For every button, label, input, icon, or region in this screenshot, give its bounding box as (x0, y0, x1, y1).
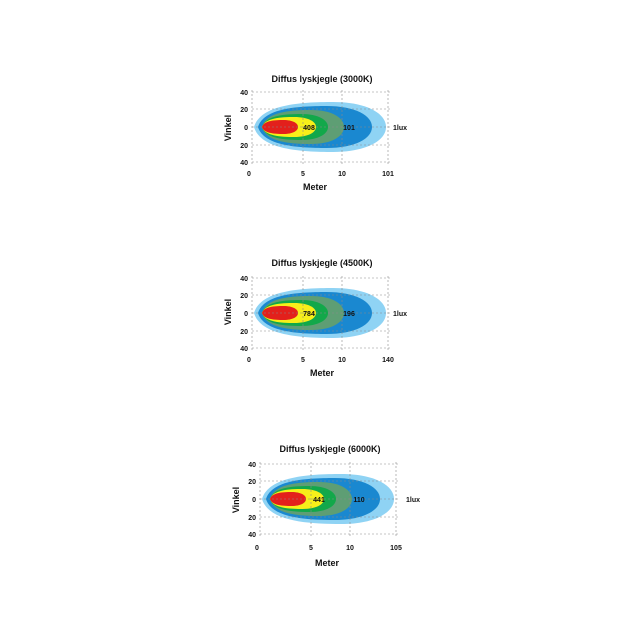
x-axis-label: Meter (315, 558, 340, 568)
x-tick-label: 0 (255, 545, 259, 552)
y-tick-label: 20 (240, 107, 248, 114)
x-tick-label: 5 (301, 171, 305, 178)
x-tick-label: 0 (247, 171, 251, 178)
chart-grid (259, 462, 398, 538)
x-tick-label: 140 (382, 357, 394, 364)
isolux-label-mid: 101 (343, 125, 355, 132)
y-tick-label: 20 (248, 479, 256, 486)
y-ticks: 40 20 0 20 40 (240, 90, 248, 167)
y-tick-label: 0 (244, 311, 248, 318)
x-tick-label: 0 (247, 357, 251, 364)
chart-grid (251, 90, 390, 166)
y-tick-label: 40 (240, 276, 248, 283)
y-ticks: 40 20 0 20 40 (248, 462, 256, 539)
isolux-label-inner: 784 (303, 311, 315, 318)
x-tick-label: 5 (309, 545, 313, 552)
y-tick-label: 20 (240, 293, 248, 300)
chart-grid (251, 276, 390, 352)
isolux-label-mid: 196 (343, 311, 355, 318)
isolux-label-outer: 1lux (406, 497, 420, 504)
chart-svg: Diffus lyskjegle (4500K) 40 20 0 20 40 0… (223, 258, 407, 378)
y-axis-label: Vinkel (223, 299, 233, 325)
x-ticks: 0 5 10 105 (255, 545, 402, 552)
beam-chart-3000k: Diffus lyskjegle (3000K) 40 20 0 20 40 0… (222, 68, 422, 203)
x-axis-label: Meter (303, 182, 328, 192)
y-tick-label: 0 (252, 497, 256, 504)
x-tick-label: 10 (338, 171, 346, 178)
x-tick-label: 10 (338, 357, 346, 364)
isolux-label-mid: 110 (353, 497, 364, 504)
chart-svg: Diffus lyskjegle (3000K) 40 20 0 20 40 0… (223, 74, 407, 192)
x-tick-label: 105 (390, 545, 402, 552)
isolux-label-inner: 441 (313, 497, 325, 504)
x-tick-label: 5 (301, 357, 305, 364)
isolux-label-outer: 1lux (393, 311, 407, 318)
y-tick-label: 40 (248, 462, 256, 469)
chart-title: Diffus lyskjegle (4500K) (271, 258, 372, 268)
x-ticks: 0 5 10 140 (247, 357, 394, 364)
y-axis-label: Vinkel (231, 487, 241, 513)
isolux-label-inner: 408 (303, 125, 315, 132)
isolux-label-outer: 1lux (393, 125, 407, 132)
chart-title: Diffus lyskjegle (3000K) (271, 74, 372, 84)
x-tick-label: 101 (382, 171, 394, 178)
y-tick-label: 40 (240, 346, 248, 353)
y-tick-label: 40 (240, 160, 248, 167)
x-axis-label: Meter (310, 368, 335, 378)
beam-shapes (254, 102, 386, 152)
y-tick-label: 20 (248, 515, 256, 522)
y-tick-label: 40 (248, 532, 256, 539)
y-tick-label: 20 (240, 143, 248, 150)
y-ticks: 40 20 0 20 40 (240, 276, 248, 353)
beam-chart-6000k: Diffus lyskjegle (6000K) 40 20 0 20 40 0… (230, 440, 430, 575)
chart-svg: Diffus lyskjegle (6000K) 40 20 0 20 40 0… (231, 444, 420, 568)
y-tick-label: 0 (244, 125, 248, 132)
x-ticks: 0 5 10 101 (247, 171, 394, 178)
y-tick-label: 40 (240, 90, 248, 97)
beam-chart-4500k: Diffus lyskjegle (4500K) 40 20 0 20 40 0… (222, 254, 422, 389)
y-tick-label: 20 (240, 329, 248, 336)
chart-title: Diffus lyskjegle (6000K) (279, 444, 380, 454)
y-axis-label: Vinkel (223, 115, 233, 141)
x-tick-label: 10 (346, 545, 354, 552)
